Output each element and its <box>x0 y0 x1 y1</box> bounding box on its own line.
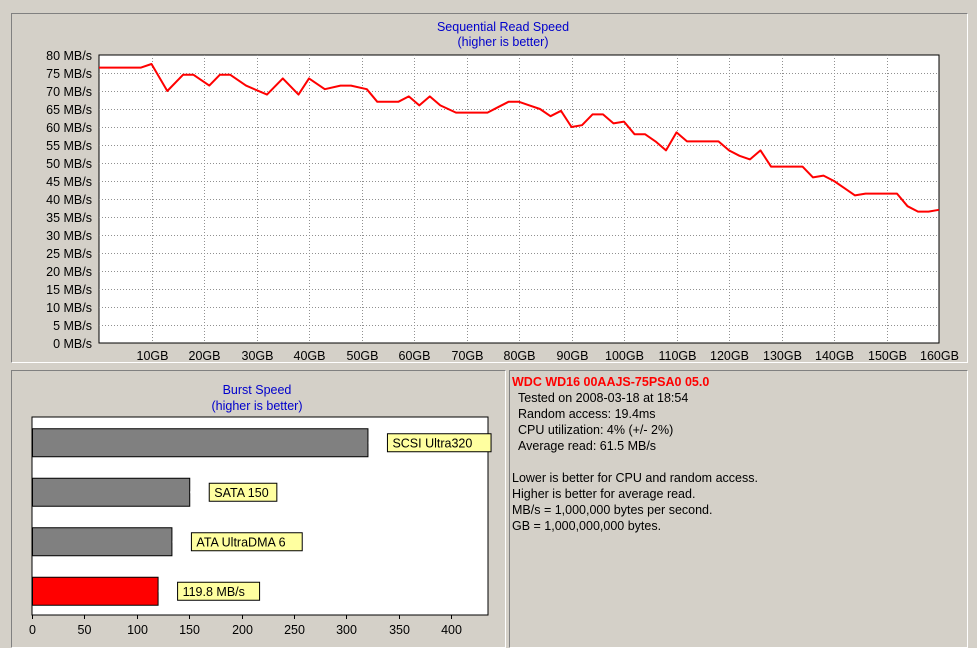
seq-y-tick-label: 0 MB/s <box>53 337 92 351</box>
burst-bar <box>32 428 369 458</box>
burst-label-box <box>177 581 261 601</box>
burst-x-tick-label: 400 <box>441 623 462 637</box>
note-lower-better: Lower is better for CPU and random acces… <box>512 471 758 485</box>
drive-info-text: WDC WD16 00AAJS-75PSA0 05.0 Tested on 20… <box>512 374 758 534</box>
tested-date: Tested on 2008-03-18 at 18:54 <box>518 391 689 405</box>
sequential-read-chart: Sequential Read Speed(higher is better) 0… <box>46 20 959 362</box>
seq-x-tick-label: 70GB <box>452 349 484 362</box>
burst-x-tick-label: 350 <box>389 623 410 637</box>
seq-y-tick-label: 75 MB/s <box>46 67 92 81</box>
seq-chart-subtitle: (higher is better) <box>457 35 548 49</box>
seq-x-tick-label: 50GB <box>347 349 379 362</box>
seq-x-tick-label: 140GB <box>815 349 854 362</box>
seq-y-tick-label: 70 MB/s <box>46 85 92 99</box>
burst-x-tick-label: 50 <box>78 623 92 637</box>
seq-y-tick-label: 35 MB/s <box>46 211 92 225</box>
seq-y-tick-label: 50 MB/s <box>46 157 92 171</box>
seq-chart-title: Sequential Read Speed <box>437 20 569 34</box>
seq-x-tick-label: 110GB <box>659 349 697 362</box>
burst-bar <box>32 527 173 557</box>
seq-x-tick-label: 150GB <box>868 349 907 362</box>
burst-chart-title: Burst Speed <box>223 383 292 397</box>
seq-x-tick-label: 160GB <box>920 349 959 362</box>
seq-read-series-line <box>99 63 940 213</box>
drive-model-title: WDC WD16 00AAJS-75PSA0 05.0 <box>512 375 710 389</box>
seq-x-tick-label: 60GB <box>399 349 431 362</box>
burst-x-tick-label: 200 <box>232 623 253 637</box>
seq-y-tick-label: 40 MB/s <box>46 193 92 207</box>
burst-x-tick-label: 250 <box>284 623 305 637</box>
seq-y-tick-label: 25 MB/s <box>46 247 92 261</box>
burst-bar-label: 119.8 MB/s <box>183 585 245 599</box>
seq-x-tick-label: 30GB <box>242 349 274 362</box>
seq-x-tick-label: 80GB <box>504 349 536 362</box>
burst-label-box <box>386 433 492 453</box>
burst-x-tick-label: 150 <box>179 623 200 637</box>
burst-speed-panel: Burst Speed (higher is better) SCSI Ultra3… <box>11 370 506 648</box>
cpu-utilization-value: CPU utilization: 4% (+/- 2%) <box>518 423 674 437</box>
burst-x-tick-label: 0 <box>29 623 36 637</box>
burst-chart-subtitle: (higher is better) <box>211 399 302 413</box>
seq-x-tick-label: 90GB <box>557 349 589 362</box>
seq-x-tick-label: 120GB <box>710 349 749 362</box>
burst-bar-label: SCSI Ultra320 <box>392 436 472 450</box>
seq-y-tick-label: 60 MB/s <box>46 121 92 135</box>
drive-info-panel: WDC WD16 00AAJS-75PSA0 05.0 Tested on 20… <box>509 370 968 648</box>
note-higher-better: Higher is better for average read. <box>512 487 696 501</box>
seq-y-tick-label: 5 MB/s <box>53 319 92 333</box>
seq-x-tick-label: 10GB <box>137 349 169 362</box>
burst-bar-label: SATA 150 <box>214 486 268 500</box>
burst-bar <box>32 576 159 606</box>
seq-y-tick-label: 45 MB/s <box>46 175 92 189</box>
seq-y-tick-label: 30 MB/s <box>46 229 92 243</box>
seq-y-tick-label: 20 MB/s <box>46 265 92 279</box>
random-access-value: Random access: 19.4ms <box>518 407 656 421</box>
burst-x-tick-label: 300 <box>336 623 357 637</box>
burst-bar <box>32 477 191 507</box>
seq-y-tick-label: 80 MB/s <box>46 49 92 63</box>
seq-x-tick-label: 130GB <box>763 349 802 362</box>
spacer <box>512 454 758 470</box>
note-gb-definition: GB = 1,000,000,000 bytes. <box>512 519 662 533</box>
burst-x-tick-label: 100 <box>127 623 148 637</box>
burst-label-box <box>190 532 303 552</box>
note-mbs-definition: MB/s = 1,000,000 bytes per second. <box>512 503 713 517</box>
sequential-read-panel: Sequential Read Speed (higher is better) 0… <box>11 13 968 363</box>
seq-x-tick-label: 40GB <box>294 349 326 362</box>
average-read-value: Average read: 61.5 MB/s <box>518 439 657 453</box>
seq-y-tick-label: 10 MB/s <box>46 301 92 315</box>
seq-x-tick-label: 20GB <box>189 349 221 362</box>
burst-bar-label: ATA UltraDMA 6 <box>196 535 285 549</box>
seq-y-tick-label: 65 MB/s <box>46 103 92 117</box>
burst-label-box <box>208 482 278 502</box>
seq-y-tick-label: 15 MB/s <box>46 283 92 297</box>
seq-y-tick-label: 55 MB/s <box>46 139 92 153</box>
seq-x-tick-label: 100GB <box>605 349 644 362</box>
burst-speed-chart: Burst Speed (higher is better) SCSI Ultra3… <box>29 383 492 637</box>
